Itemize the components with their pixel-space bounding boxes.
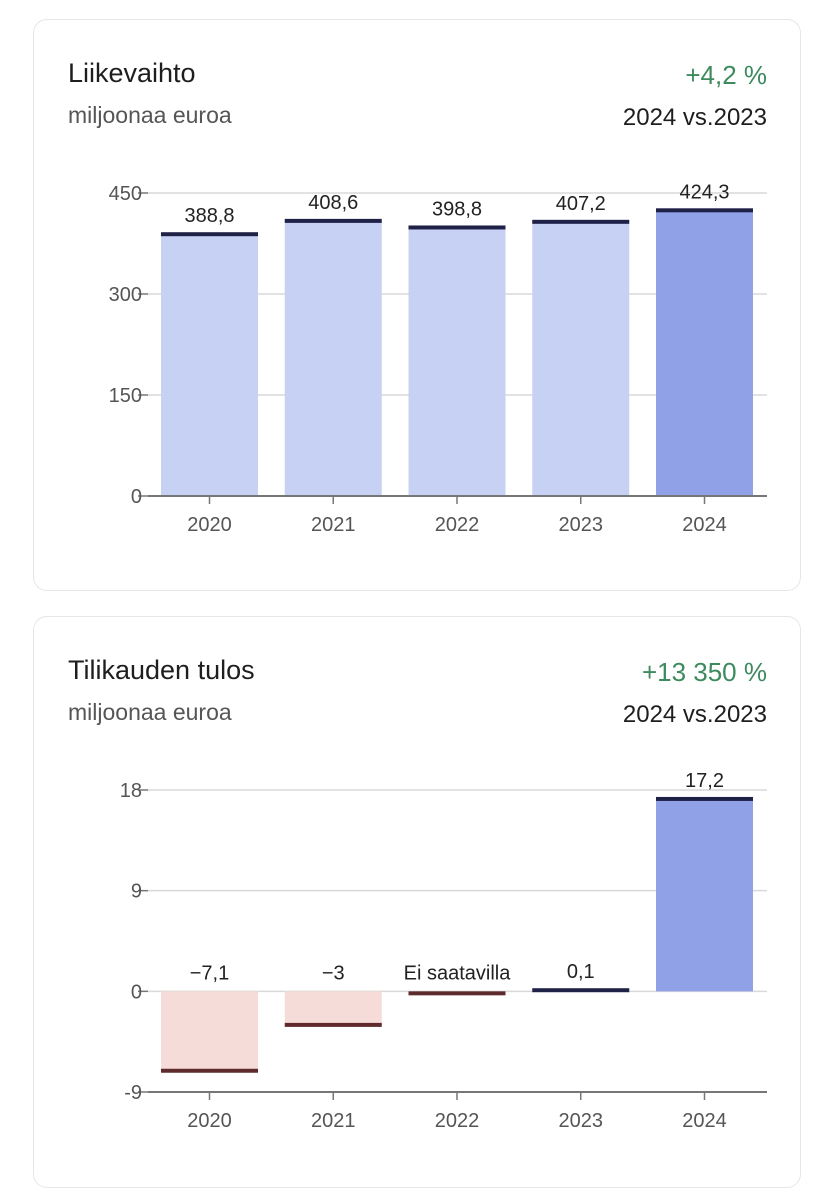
x-tick-label: 2024 [682, 1110, 727, 1132]
bar-cap [161, 232, 258, 237]
data-label: 407,2 [556, 193, 606, 215]
bar [161, 991, 258, 1071]
comparison-label: 2024 vs.2023 [622, 701, 767, 728]
chart-title: Tilikauden tulos [68, 655, 255, 685]
data-label: 0,1 [567, 961, 595, 983]
bar [532, 221, 630, 496]
bar-cap [656, 208, 753, 213]
y-tick-label: 9 [131, 881, 142, 903]
x-tick-label: 2021 [311, 514, 356, 536]
x-tick-label: 2023 [559, 514, 604, 536]
bar [161, 234, 258, 496]
y-tick-label: -9 [124, 1082, 142, 1104]
y-tick-label: 450 [109, 183, 142, 205]
net-result-chart: -9 0 9 18 −7,1 2020 −3 2021 Ei saatavilla 2022 0,1… [120, 770, 767, 1132]
data-label: 424,3 [679, 181, 729, 203]
bar-cap [656, 796, 753, 801]
data-label: −7,1 [190, 962, 229, 984]
data-label: 398,8 [432, 198, 482, 220]
bar-cap [284, 218, 382, 223]
bar-cap [161, 1068, 258, 1073]
bar [656, 210, 753, 496]
chart-unit: miljoonaa euroa [68, 102, 232, 128]
y-tick-label: 18 [120, 780, 142, 802]
y-tick-label: 0 [131, 981, 142, 1003]
bar-cap [408, 991, 506, 996]
x-tick-label: 2022 [435, 1110, 480, 1132]
revenue-chart: 0 150 300 450 388,8 2020 408,6 2021 398,8 2022 407… [109, 181, 767, 536]
comparison-label: 2024 vs.2023 [622, 104, 767, 131]
bar-cap [408, 225, 506, 230]
data-label: 388,8 [184, 205, 234, 227]
data-label: 17,2 [685, 770, 724, 792]
data-label: −3 [322, 962, 345, 984]
x-tick-label: 2022 [435, 514, 480, 536]
change-percent: +4,2 % [685, 60, 767, 90]
bar-cap [532, 988, 630, 993]
bar-cap [532, 219, 630, 224]
y-tick-label: 150 [109, 385, 142, 407]
x-tick-label: 2023 [559, 1110, 604, 1132]
bar [284, 220, 382, 496]
change-percent: +13 350 % [641, 657, 767, 687]
x-tick-label: 2024 [682, 514, 727, 536]
y-tick-label: 300 [109, 284, 142, 306]
net-result-card: Tilikauden tulos miljoonaa euroa +13 350… [33, 616, 801, 1188]
x-tick-label: 2020 [187, 514, 232, 536]
bar-cap [284, 1022, 382, 1027]
chart-title: Liikevaihto [68, 58, 196, 88]
x-tick-label: 2021 [311, 1110, 356, 1132]
bar [408, 227, 506, 496]
bar [284, 991, 382, 1025]
data-label: Ei saatavilla [404, 962, 512, 984]
chart-unit: miljoonaa euroa [68, 699, 232, 725]
data-label: 408,6 [308, 192, 358, 214]
revenue-card: Liikevaihto miljoonaa euroa +4,2 % 2024 … [33, 19, 801, 591]
bar [656, 798, 753, 992]
y-tick-label: 0 [131, 486, 142, 508]
x-tick-label: 2020 [187, 1110, 232, 1132]
